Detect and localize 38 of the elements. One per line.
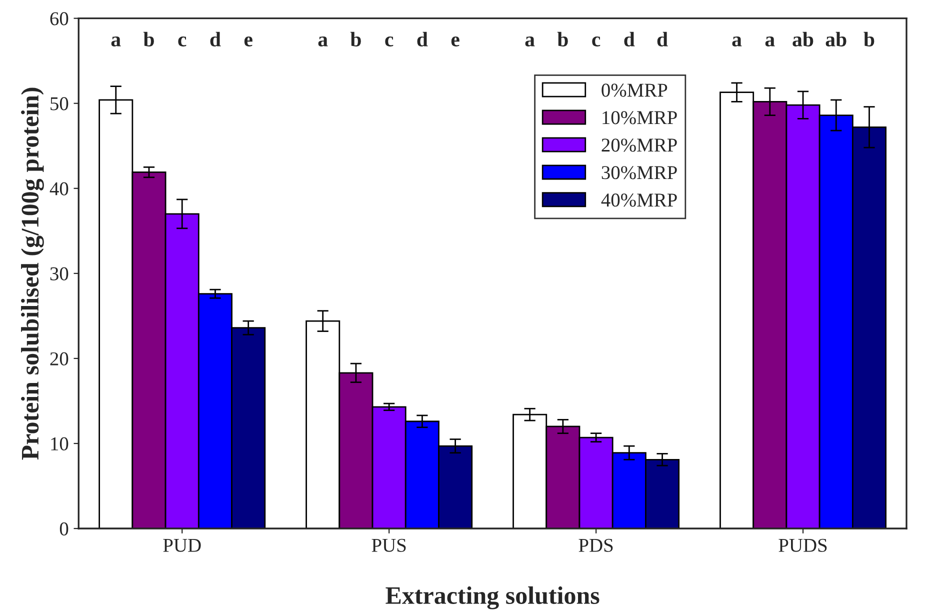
annotation: c bbox=[178, 36, 186, 46]
annotation: ab bbox=[826, 32, 846, 47]
annotation: b bbox=[143, 32, 154, 47]
annotation: e bbox=[244, 36, 252, 46]
y-tick-label: 10 bbox=[51, 437, 68, 450]
y-tick-label: 50 bbox=[50, 97, 68, 110]
annotation: d bbox=[210, 32, 221, 47]
x-tick-label: PUS bbox=[372, 538, 406, 552]
annotation: ab bbox=[792, 32, 814, 47]
annotation: a bbox=[732, 36, 742, 47]
annotation: a bbox=[111, 36, 121, 47]
annotation: b bbox=[864, 32, 874, 47]
y-axis-title: Protein solubilised (g/100g protein) bbox=[21, 88, 44, 460]
y-tick-label: 60 bbox=[50, 12, 68, 26]
x-tick-label: PUDS bbox=[778, 538, 827, 552]
legend-label: 0%MRP bbox=[602, 84, 668, 97]
y-tick-label: 40 bbox=[50, 182, 68, 196]
annotation: c bbox=[592, 36, 600, 46]
x-tick-label: PUD bbox=[163, 538, 201, 552]
legend-label: 30%MRP bbox=[602, 166, 677, 180]
annotation: d bbox=[657, 32, 668, 47]
x-tick-label: PDS bbox=[578, 538, 613, 552]
annotation: b bbox=[557, 32, 568, 47]
annotation: a bbox=[318, 36, 328, 47]
y-tick-label: 30 bbox=[50, 267, 68, 280]
legend-label: 10%MRP bbox=[602, 111, 677, 124]
legend-label: 40%MRP bbox=[601, 194, 677, 207]
annotation: a bbox=[525, 36, 535, 47]
annotation: d bbox=[417, 32, 428, 47]
legend-label: 20%MRP bbox=[602, 138, 677, 152]
annotation: a bbox=[765, 36, 775, 47]
annotation: e bbox=[451, 36, 460, 46]
annotation: b bbox=[350, 32, 361, 47]
y-tick-label: 0 bbox=[60, 522, 68, 536]
x-axis-title: Extracting solutions bbox=[386, 586, 600, 610]
annotation: d bbox=[624, 32, 635, 47]
y-tick-label: 20 bbox=[50, 352, 68, 366]
annotation: c bbox=[385, 36, 394, 46]
